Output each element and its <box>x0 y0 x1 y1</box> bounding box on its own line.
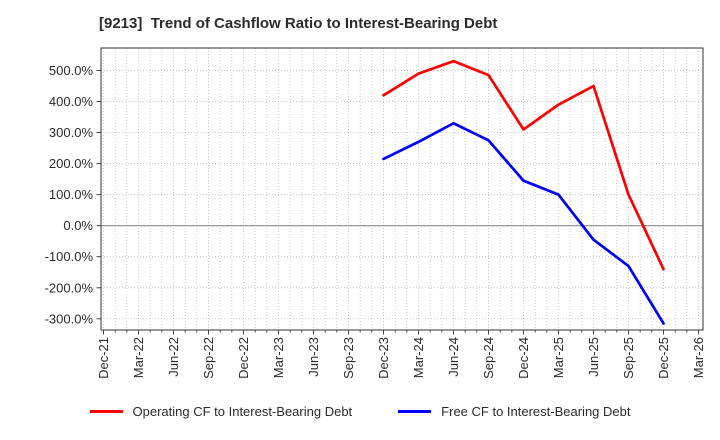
x-tick-label: Dec-24 <box>516 337 531 379</box>
x-tick-label: Sep-25 <box>621 337 636 379</box>
x-tick-label: Mar-24 <box>411 337 426 378</box>
x-tick-label: Jun-23 <box>306 337 321 377</box>
legend-item-free-cf: Free CF to Interest-Bearing Debt <box>398 404 630 419</box>
legend-item-operating-cf: Operating CF to Interest-Bearing Debt <box>89 404 353 419</box>
plot-border <box>100 47 704 331</box>
legend-line-swatch-free-cf <box>398 410 432 413</box>
x-tick-label: Dec-21 <box>96 337 111 379</box>
x-tick-label: Mar-22 <box>131 337 146 378</box>
x-tick-label: Sep-23 <box>341 337 356 379</box>
chart-title: [9213] Trend of Cashflow Ratio to Intere… <box>99 15 498 32</box>
x-tick-label: Jun-24 <box>446 337 461 377</box>
y-tick-label: 300.0% <box>49 125 94 140</box>
series-line-operating-cf <box>382 59 665 271</box>
y-tick-label: 0.0% <box>63 218 93 233</box>
series-line-free-cf <box>382 121 665 325</box>
x-tick-label: Sep-22 <box>201 337 216 379</box>
x-tick-label: Mar-23 <box>271 337 286 378</box>
x-tick-label: Jun-22 <box>166 337 181 377</box>
y-tick-label: -300.0% <box>45 311 94 326</box>
legend-line-swatch-operating-cf <box>89 410 123 413</box>
y-tick-label: -100.0% <box>45 249 94 264</box>
y-tick-label: -200.0% <box>45 280 94 295</box>
x-tick-label: Mar-26 <box>691 337 706 378</box>
y-tick-label: 100.0% <box>49 187 94 202</box>
y-tick-label: 200.0% <box>49 156 94 171</box>
x-tick-label: Dec-23 <box>376 337 391 379</box>
x-tick-label: Sep-24 <box>481 337 496 379</box>
x-tick-label: Mar-25 <box>551 337 566 378</box>
legend-label-free-cf: Free CF to Interest-Bearing Debt <box>441 404 631 419</box>
legend-label-operating-cf: Operating CF to Interest-Bearing Debt <box>132 404 353 419</box>
y-tick-label: 400.0% <box>49 94 94 109</box>
x-tick-label: Dec-25 <box>656 337 671 379</box>
x-tick-label: Jun-25 <box>586 337 601 377</box>
y-tick-label: 500.0% <box>49 63 94 78</box>
x-tick-label: Dec-22 <box>236 337 251 379</box>
legend: Operating CF to Interest-Bearing Debt Fr… <box>0 404 720 419</box>
